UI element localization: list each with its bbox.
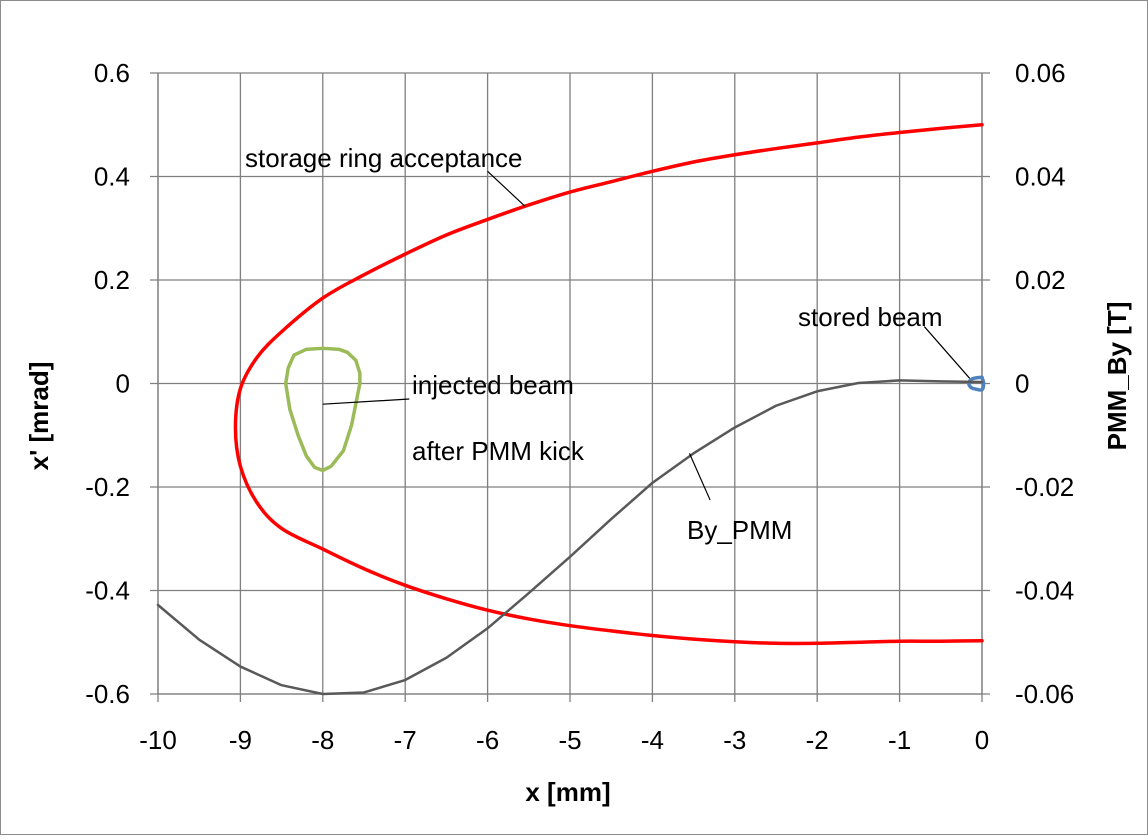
y-tick-label: -0.2 — [85, 472, 130, 502]
x-tick-label: 0 — [975, 725, 989, 755]
y2-tick-label: 0.02 — [1015, 265, 1066, 295]
annotation-stored-beam: stored beam — [798, 302, 943, 332]
y2-tick-label: 0.04 — [1015, 162, 1066, 192]
x-tick-label: -5 — [558, 725, 581, 755]
y2-tick-label: 0 — [1015, 369, 1029, 399]
y-tick-label: 0.6 — [94, 58, 130, 88]
x-tick-label: -4 — [641, 725, 664, 755]
y-axis-title: x' [mrad] — [24, 362, 54, 471]
x-tick-label: -9 — [229, 725, 252, 755]
series-layer — [156, 123, 986, 696]
y-tick-label: 0.4 — [94, 162, 130, 192]
y-tick-label: -0.4 — [85, 576, 130, 606]
annotation-injected-beam-line2: after PMM kick — [412, 436, 585, 466]
x-tick-label: -2 — [806, 725, 829, 755]
annotation-by-pmm: By_PMM — [687, 515, 792, 545]
by-pmm-line — [156, 379, 984, 696]
annotation-leaders — [322, 170, 971, 501]
y-tick-label: -0.6 — [85, 679, 130, 709]
tick-labels: -10 -9 -8 -7 -6 -5 -4 -3 -2 -1 0-0.6-0.4-0.200.20.… — [85, 58, 1074, 755]
y2-axis-title: PMM_By [T] — [1102, 302, 1132, 451]
injected-beam-curve — [283, 346, 362, 473]
leader-acceptance — [487, 170, 526, 207]
stored-beam-curve — [967, 375, 986, 392]
y2-tick-label: 0.06 — [1015, 58, 1066, 88]
y2-tick-label: -0.02 — [1015, 472, 1074, 502]
leader-injected-beam — [322, 398, 410, 405]
y-tick-label: 0 — [116, 369, 130, 399]
x-tick-label: -6 — [476, 725, 499, 755]
x-tick-label: -1 — [888, 725, 911, 755]
y2-tick-label: -0.04 — [1015, 576, 1074, 606]
x-axis-title: x [mm] — [525, 777, 610, 807]
leader-by-pmm — [688, 453, 711, 501]
x-tick-label: -10 — [139, 725, 177, 755]
annotation-injected-beam-line1: injected beam — [412, 370, 574, 400]
acceptance-curve — [233, 123, 984, 646]
leader-stored-beam — [923, 326, 971, 379]
y2-tick-label: -0.06 — [1015, 679, 1074, 709]
x-tick-label: -7 — [394, 725, 417, 755]
grid — [150, 72, 990, 702]
y-tick-label: 0.2 — [94, 265, 130, 295]
x-tick-label: -3 — [723, 725, 746, 755]
x-tick-label: -8 — [311, 725, 334, 755]
annotation-storage-ring-acceptance: storage ring acceptance — [245, 143, 523, 173]
